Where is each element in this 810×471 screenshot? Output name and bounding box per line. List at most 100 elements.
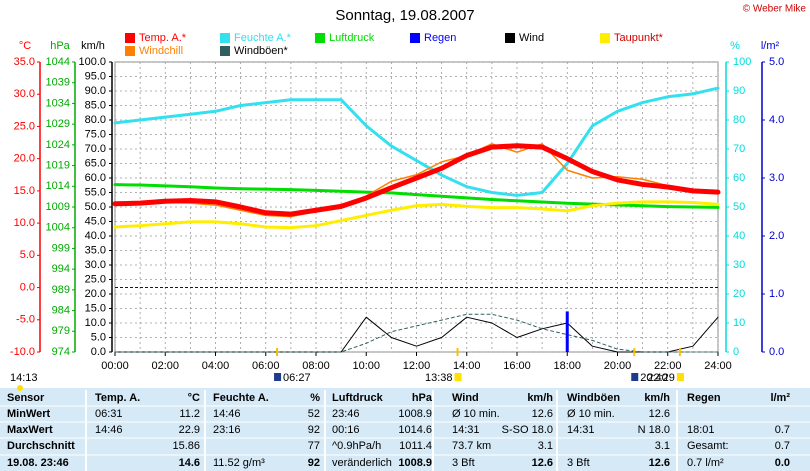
axis-title: l/m² <box>761 40 780 52</box>
table-cell: 14:46 <box>95 424 123 436</box>
y-tick-label: 994 <box>52 263 70 275</box>
x-tick-label: 22:00 <box>654 360 682 372</box>
table-cell: 3.1 <box>538 440 553 452</box>
y-tick-label: 35.0 <box>14 56 35 68</box>
y-tick-label: 15.0 <box>85 302 106 314</box>
table-cell: MinWert <box>7 408 51 420</box>
y-tick-label: 65.0 <box>85 157 106 169</box>
table-cell: 77 <box>308 440 320 452</box>
y-tick-label: 25.0 <box>85 273 106 285</box>
y-tick-label: -5.0 <box>16 314 35 326</box>
axis-title: °C <box>19 40 31 52</box>
table-cell: Temp. A. <box>95 392 140 404</box>
y-tick-label: 30.0 <box>14 88 35 100</box>
x-tick-label: 00:00 <box>101 360 129 372</box>
y-tick-label: 20.0 <box>85 288 106 300</box>
y-tick-label: 50.0 <box>85 201 106 213</box>
y-tick-label: 50 <box>733 201 745 213</box>
y-tick-label: 30 <box>733 259 745 271</box>
y-tick-label: 1039 <box>46 77 70 89</box>
y-tick-label: 60.0 <box>85 172 106 184</box>
y-tick-label: 1034 <box>46 97 70 109</box>
event-label: 20:40 <box>640 372 668 384</box>
y-tick-label: 1019 <box>46 159 70 171</box>
series-line <box>113 86 720 197</box>
rain-bar <box>565 311 569 352</box>
y-tick-label: 90 <box>733 85 745 97</box>
table-cell: 06:31 <box>95 408 123 420</box>
legend-swatch <box>220 33 230 43</box>
table-cell: 00:16 <box>332 424 360 436</box>
y-tick-label: 80 <box>733 114 745 126</box>
table-cell: Wind <box>452 392 479 404</box>
legend-label: Wind <box>519 32 544 44</box>
y-tick-label: 100 <box>733 56 751 68</box>
table-cell: 23:16 <box>213 424 241 436</box>
table-cell: 12.6 <box>532 457 553 469</box>
table-cell: veränderlich <box>332 457 392 469</box>
table-cell: 19.08. 23:46 <box>7 457 69 469</box>
table-cell: 0.7 <box>775 424 790 436</box>
table-cell: Feuchte A. <box>213 392 269 404</box>
series-line <box>114 143 719 218</box>
x-tick-label: 04:00 <box>202 360 230 372</box>
table-cell: °C <box>188 392 200 404</box>
y-tick-label: 5.0 <box>20 249 35 261</box>
y-tick-label: 1004 <box>46 222 70 234</box>
x-tick-label: 10:00 <box>352 360 380 372</box>
y-tick-label: 1014 <box>46 180 70 192</box>
y-tick-label: 5.0 <box>769 56 784 68</box>
table-background <box>0 388 810 471</box>
y-tick-label: 25.0 <box>14 120 35 132</box>
x-tick-label: 02:00 <box>151 360 179 372</box>
table-cell: 73.7 km <box>452 440 491 452</box>
event-icon <box>631 373 639 381</box>
event-icon <box>274 373 282 381</box>
y-tick-label: 15.0 <box>14 185 35 197</box>
table-cell: 11.52 g/m³ <box>213 457 265 469</box>
event-label: 22:29 <box>647 372 675 384</box>
y-tick-label: 5.0 <box>91 331 106 343</box>
legend-swatch <box>410 33 420 43</box>
y-tick-label: 70.0 <box>85 143 106 155</box>
table-cell: 0.7 <box>775 440 790 452</box>
table-cell: 3.1 <box>655 440 670 452</box>
table-cell: km/h <box>527 392 553 404</box>
legend-label: Feuchte A.* <box>234 32 292 44</box>
y-tick-label: 974 <box>52 346 70 358</box>
time-label: 14:13 <box>10 372 38 384</box>
y-tick-label: 30.0 <box>85 259 106 271</box>
table-cell: 0.7 l/m² <box>687 457 724 469</box>
y-tick-label: 984 <box>52 304 70 316</box>
table-cell: 12.6 <box>649 408 670 420</box>
y-tick-label: 85.0 <box>85 99 106 111</box>
table-cell: ^0.9hPa/h <box>332 440 381 452</box>
legend-swatch <box>125 46 135 56</box>
table-cell: 92 <box>308 424 320 436</box>
x-tick-label: 16:00 <box>503 360 531 372</box>
table-cell: % <box>310 392 320 404</box>
table-cell: N 18.0 <box>638 424 670 436</box>
table-cell: 1014.6 <box>398 424 432 436</box>
x-tick-label: 12:00 <box>403 360 431 372</box>
x-tick-label: 08:00 <box>302 360 330 372</box>
y-tick-label: 0.0 <box>769 346 784 358</box>
y-tick-label: 20 <box>733 288 745 300</box>
legend-label: Windchill <box>139 45 183 57</box>
series-line <box>112 143 721 217</box>
series-line <box>114 316 719 353</box>
y-tick-label: 80.0 <box>85 114 106 126</box>
x-tick-label: 20:00 <box>604 360 632 372</box>
data-table: Sensor Temp. A. °C Feuchte A.% Luftdruck hPa W… <box>0 390 810 471</box>
y-tick-label: 1044 <box>46 56 70 68</box>
table-cell: 14:31 <box>567 424 595 436</box>
table-cell: 23:46 <box>332 408 360 420</box>
legend-label: Windböen* <box>234 45 289 57</box>
table-cell: 1008.9 <box>398 408 432 420</box>
y-tick-label: 10 <box>733 317 745 329</box>
table-cell: Ø 10 min. <box>567 408 615 420</box>
x-tick-label: 14:00 <box>453 360 481 372</box>
y-tick-label: 10.0 <box>14 217 35 229</box>
legend-label: Taupunkt* <box>614 32 664 44</box>
